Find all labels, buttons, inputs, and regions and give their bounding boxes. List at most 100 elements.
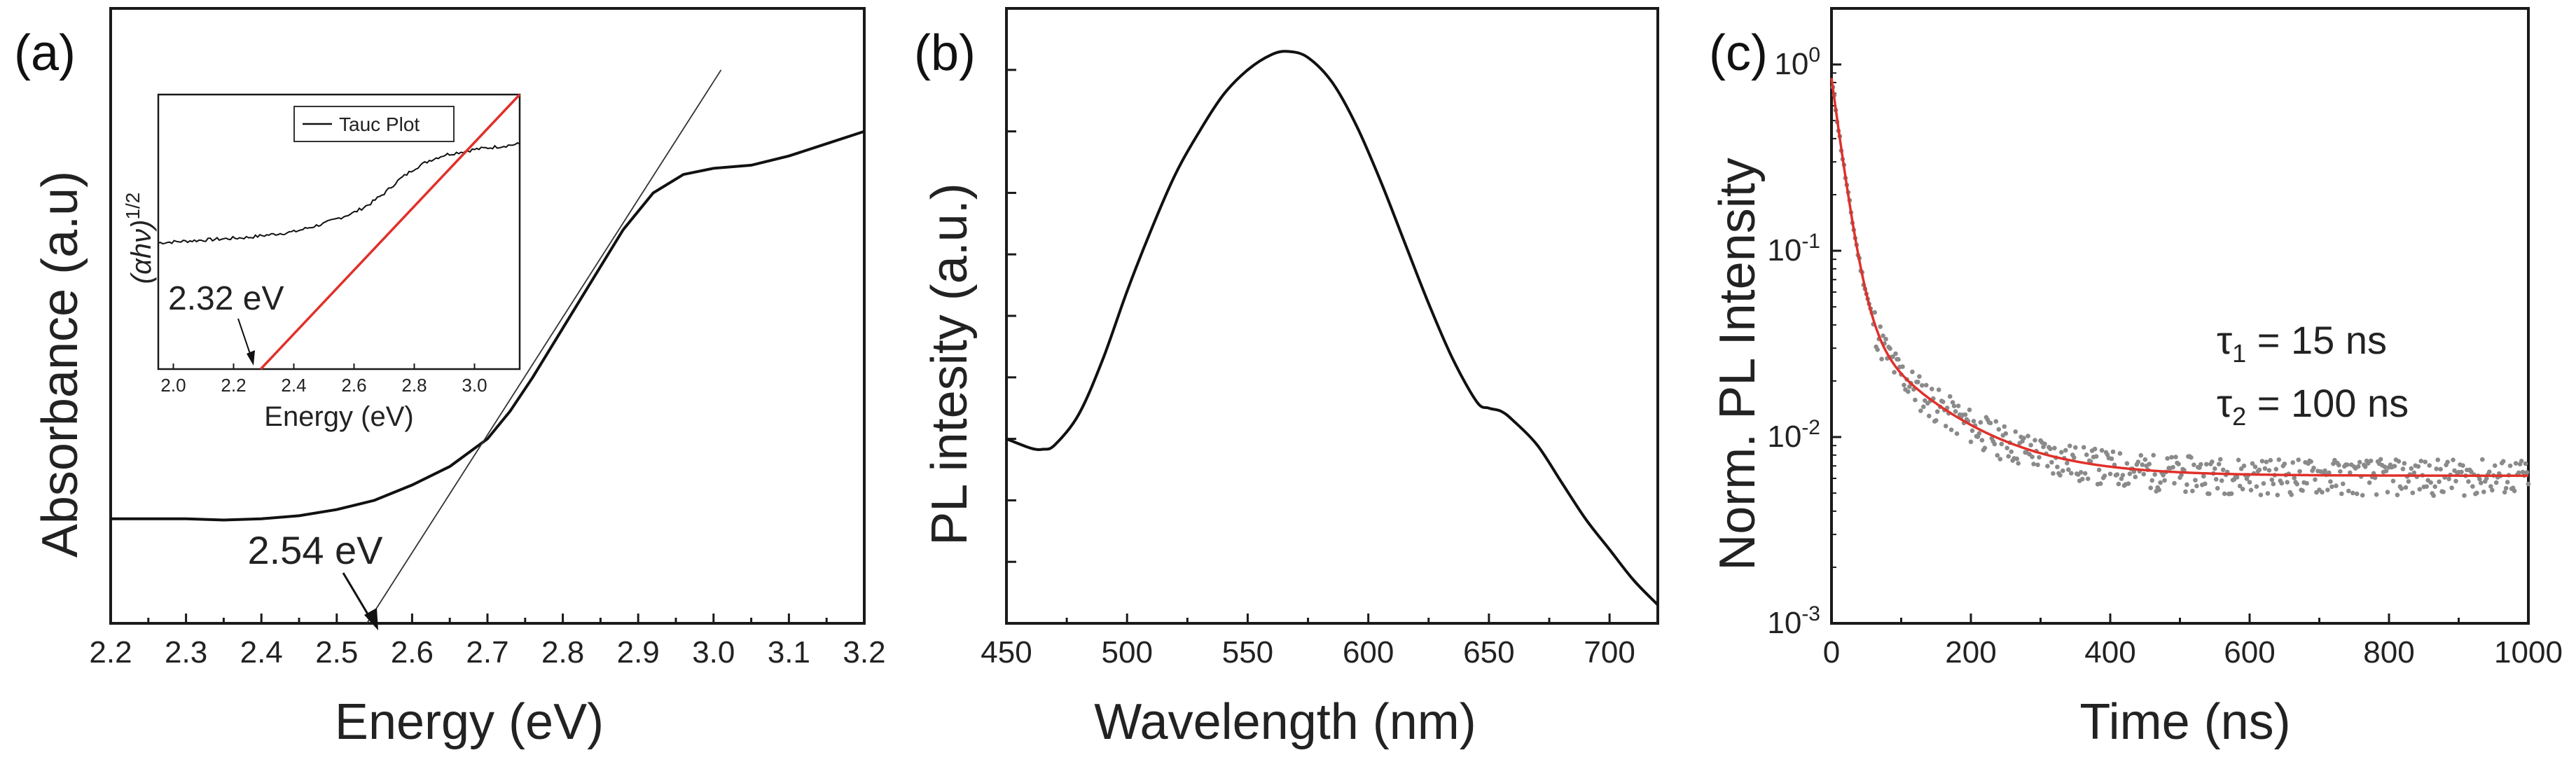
decay-point (2462, 493, 2467, 498)
tau1-text: = 15 ns (2246, 318, 2387, 362)
decay-point (2193, 478, 2198, 483)
decay-point (2526, 481, 2531, 487)
decay-point (2423, 459, 2428, 464)
decay-point (2261, 481, 2266, 486)
panel-c-scatter-points (1830, 85, 2531, 498)
inset-x-tick-label: 2.6 (341, 375, 366, 396)
panel-c-y-tick-label: 10-2 (1767, 416, 1820, 454)
decay-point (2268, 457, 2273, 463)
decay-point (1982, 445, 1988, 450)
panel-a-xlabel: Energy (eV) (335, 694, 604, 750)
decay-point (2329, 484, 2334, 490)
decay-point (2266, 468, 2272, 473)
decay-point (2360, 492, 2365, 498)
decay-point (2480, 457, 2485, 462)
decay-point (2069, 471, 2074, 476)
decay-point (2016, 461, 2021, 466)
panel-b-x-tick-label: 600 (1343, 635, 1394, 670)
inset-ylabel: (αhν)1/2 (122, 193, 157, 284)
tau1-symbol: τ (2217, 318, 2232, 362)
decay-point (2147, 462, 2152, 466)
tau1-sub: 1 (2232, 339, 2246, 368)
inset-legend-label: Tauc Plot (339, 113, 420, 135)
decay-point (2289, 492, 2294, 497)
decay-point (2194, 483, 2199, 489)
decay-point (2138, 452, 2144, 458)
panel-c-x-ticks: 0 200 400 600 800 1000 (1823, 614, 2563, 670)
decay-point (2002, 424, 2007, 429)
decay-point (2030, 455, 2035, 459)
panel-a-x-tick-label: 2.6 (391, 635, 434, 670)
decay-point (2204, 462, 2209, 467)
decay-point (2322, 468, 2327, 473)
decay-fit-curve (1830, 78, 2528, 477)
panel-a-arrow-shaft (342, 572, 373, 621)
decay-point (2179, 472, 2184, 478)
decay-point (2296, 457, 2301, 462)
decay-point (2081, 445, 2086, 450)
decay-point (2238, 466, 2244, 471)
panel-b-y-ticks (1006, 69, 1016, 563)
decay-point (2142, 457, 2148, 462)
decay-point (1900, 364, 1905, 369)
decay-point (2336, 462, 2341, 468)
decay-point (2297, 469, 2302, 474)
decay-point (2096, 467, 2102, 473)
decay-point (2078, 470, 2084, 475)
decay-point (2162, 478, 2167, 483)
decay-point (2124, 461, 2130, 466)
decay-point (1950, 400, 1955, 405)
panel-a-x-tick-label: 2.4 (240, 635, 283, 670)
decay-point (2474, 490, 2479, 496)
decay-point (2290, 460, 2295, 465)
decay-point (2045, 464, 2050, 469)
decay-point (1930, 387, 1934, 392)
decay-point (2198, 462, 2203, 467)
decay-point (2241, 463, 2247, 469)
decay-point (2523, 461, 2528, 466)
decay-point (2055, 464, 2060, 469)
tauc-fit-line (259, 93, 521, 370)
decay-point (2120, 473, 2126, 478)
decay-point (2049, 459, 2054, 465)
decay-point (1875, 347, 1880, 352)
decay-point (1978, 420, 1983, 425)
panel-c-x-tick-label: 600 (2224, 635, 2275, 670)
decay-point (2390, 478, 2396, 484)
panel-c-fit (1830, 78, 2528, 477)
decay-point (2217, 457, 2223, 462)
decay-point (1936, 387, 1941, 392)
decay-point (2037, 455, 2042, 460)
decay-point (2282, 462, 2287, 466)
panel-c-y-tick-label: 100 (1774, 43, 1820, 81)
inset-x-tick-label: 2.4 (281, 375, 306, 396)
decay-point (2003, 431, 2009, 436)
decay-point (2172, 480, 2177, 486)
decay-point (1896, 356, 1901, 362)
decay-point (2503, 485, 2509, 491)
decay-point (2382, 464, 2388, 469)
decay-point (2191, 462, 2196, 467)
panel-b-frame (1005, 7, 1659, 625)
decay-point (2061, 468, 2065, 473)
panel-c-tau2: τ2 = 100 ns (2217, 381, 2409, 431)
decay-point (1968, 439, 1974, 445)
decay-point (1907, 384, 1912, 389)
decay-point (2409, 466, 2414, 471)
inset-arrow-shaft (237, 318, 251, 356)
decay-point (2092, 446, 2098, 452)
decay-point (1948, 427, 1954, 432)
pl-curve (1006, 50, 1659, 607)
decay-point (2410, 490, 2416, 495)
decay-point (2107, 471, 2113, 476)
panel-c-y-tick-label: 10-1 (1767, 230, 1820, 268)
inset-series (158, 93, 521, 370)
panel-c-x-tick-label: 1000 (2494, 635, 2563, 670)
panel-a-annotation: 2.54 eV (247, 528, 383, 572)
decay-point (2488, 484, 2493, 489)
decay-point (2149, 478, 2154, 483)
decay-point (2411, 470, 2417, 476)
decay-point (2368, 458, 2374, 464)
decay-point (2513, 461, 2519, 466)
decay-point (2213, 466, 2217, 471)
